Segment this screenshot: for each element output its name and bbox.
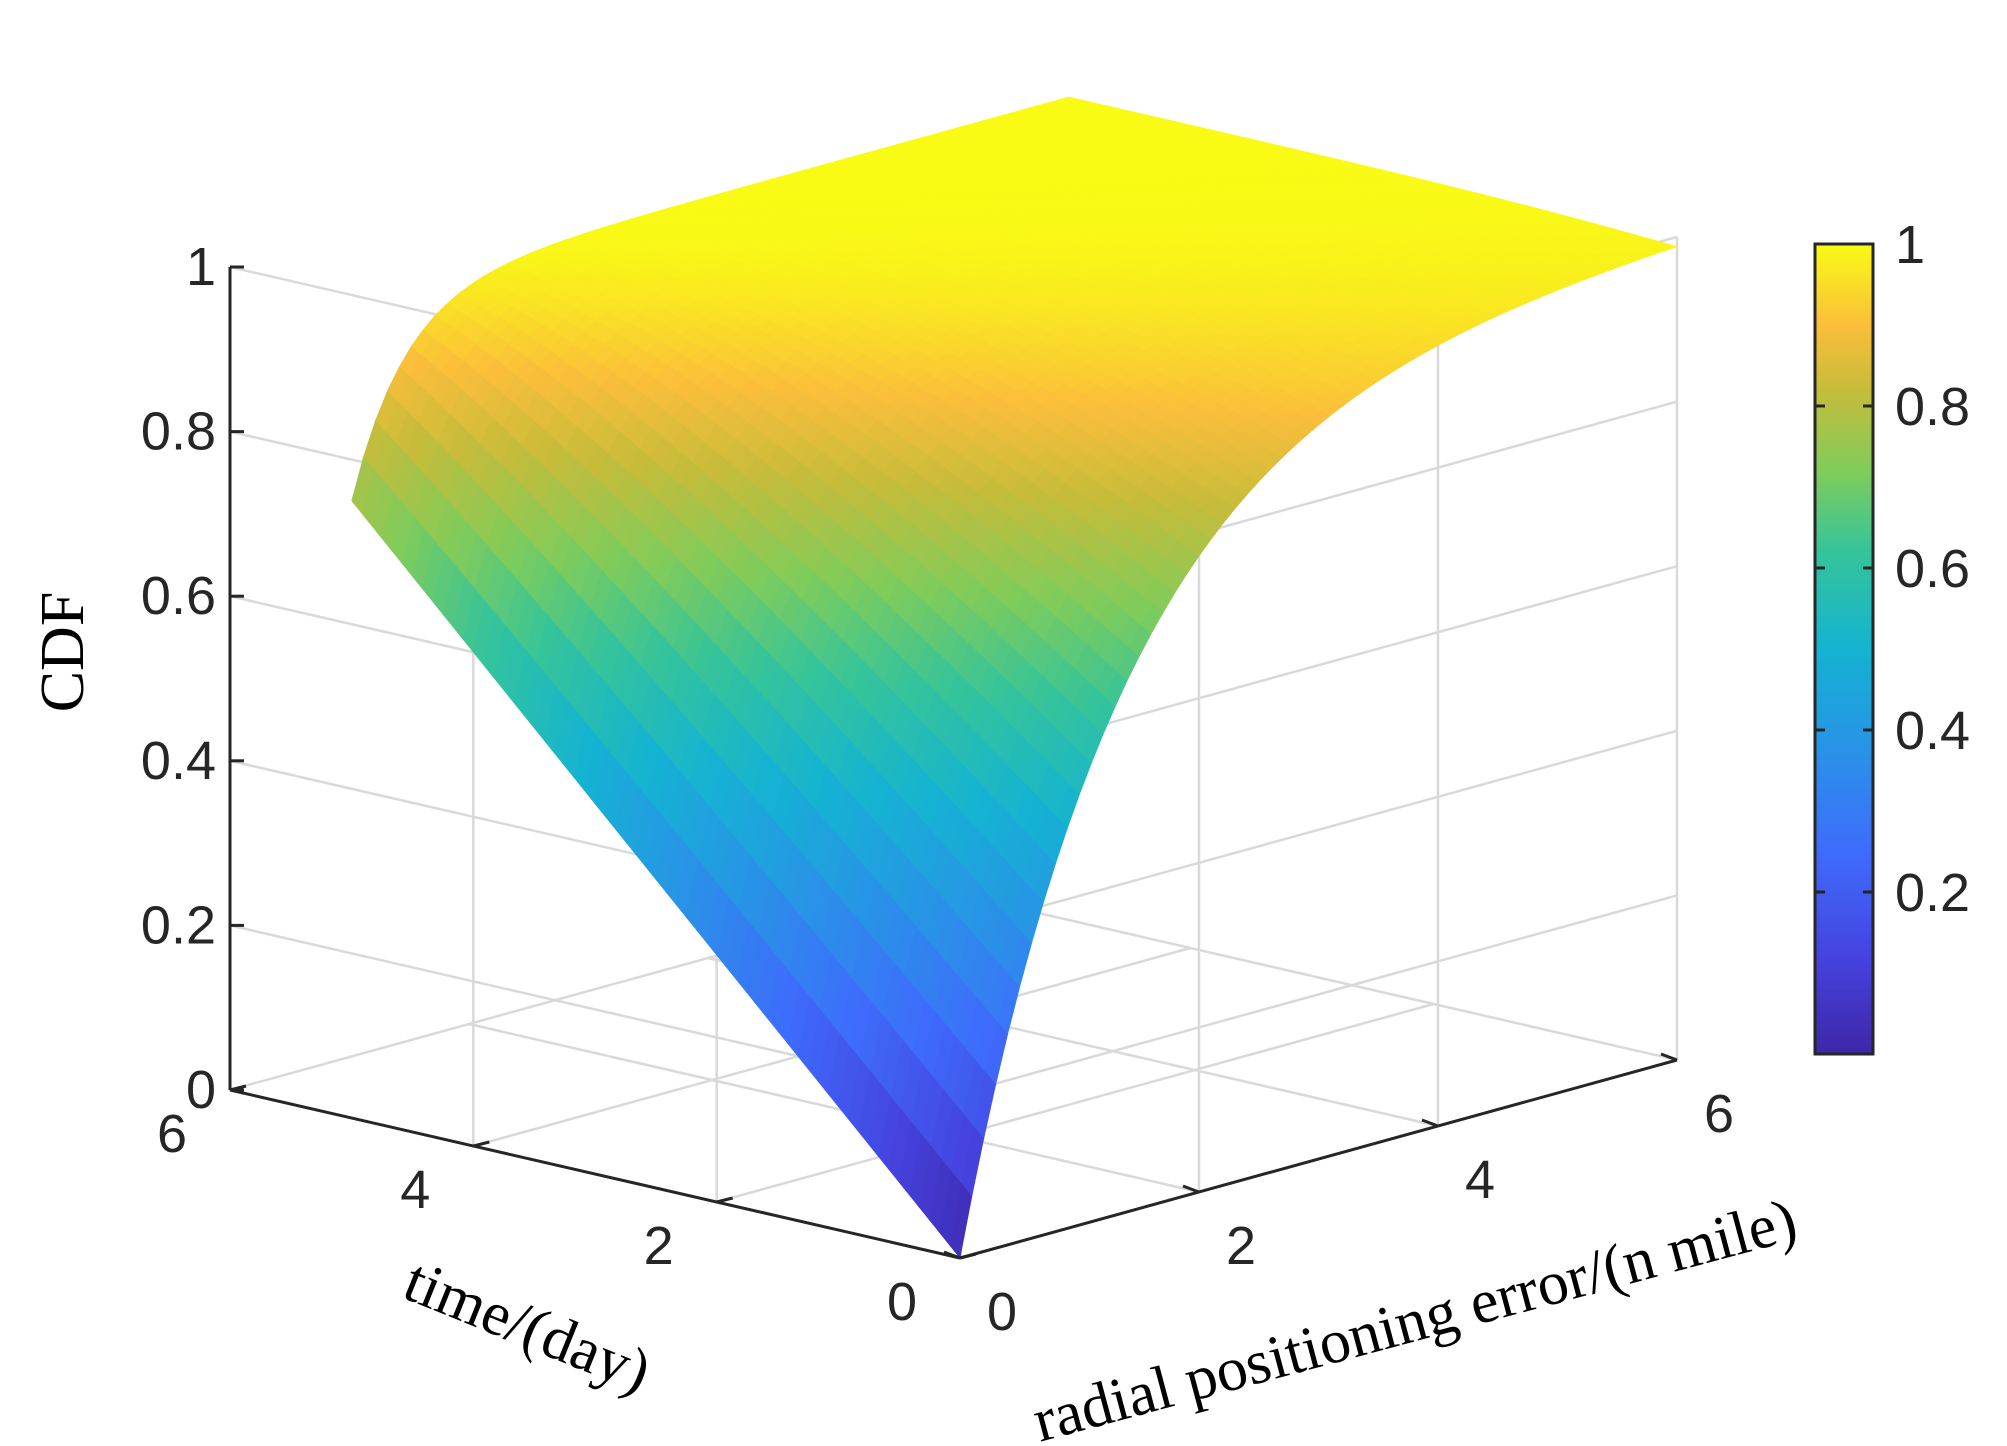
x-tick — [1421, 1118, 1439, 1128]
y-axis-line — [229, 1088, 961, 1260]
x-axis-line — [959, 1058, 1678, 1260]
z-tick-label: 0.6 — [141, 566, 216, 626]
colorbar-tick-label: 0.2 — [1895, 863, 1970, 923]
colorbar-fill — [1813, 242, 1875, 1056]
x-tick-label: 6 — [1704, 1084, 1734, 1144]
colorbar-tick-label: 0.6 — [1895, 539, 1970, 599]
colorbar-tick-label: 1 — [1895, 215, 1925, 275]
grid-line — [468, 1022, 1200, 1194]
colorbar-tick-label: 0.8 — [1895, 377, 1970, 437]
y-axis-title: time/(day) — [395, 1247, 660, 1407]
y-tick-label: 0 — [887, 1272, 917, 1332]
x-tick-label: 2 — [1226, 1216, 1256, 1276]
z-tick-label: 0 — [186, 1060, 216, 1120]
x-tick — [1660, 1052, 1678, 1062]
y-tick — [229, 1084, 247, 1092]
z-tick-label: 0.4 — [141, 731, 216, 791]
x-tick — [943, 1250, 961, 1260]
surface-patch — [1653, 243, 1679, 252]
z-tick-label: 0.8 — [141, 402, 216, 462]
colorbar: 0.2 0.4 0.6 0.8 1 — [1813, 215, 1970, 1056]
z-tick-label: 0.2 — [141, 895, 216, 955]
x-tick-label: 0 — [987, 1282, 1017, 1342]
colorbar-tick-label: 0.4 — [1895, 701, 1970, 761]
grid-line — [959, 729, 1678, 931]
y-tick-label: 4 — [400, 1160, 430, 1220]
x-axis-title: radial positioning error/(n mile) — [1026, 1186, 1804, 1446]
x-tick — [1182, 1184, 1200, 1194]
axes — [228, 265, 1678, 1260]
colorbar-ticks: 0.2 0.4 0.6 0.8 1 — [1815, 215, 1970, 923]
cdf-surface — [351, 96, 1679, 1259]
y-tick — [472, 1140, 490, 1148]
x-tick-label: 4 — [1465, 1150, 1495, 1210]
grid-line — [959, 894, 1678, 1095]
grid-line — [946, 890, 1678, 1062]
y-tick — [716, 1196, 734, 1204]
y-tick-label: 2 — [644, 1216, 674, 1276]
grid-line — [716, 1002, 1434, 1204]
z-axis-title: CDF — [29, 592, 97, 713]
y-tick — [959, 1252, 977, 1260]
y-tick-label: 6 — [157, 1104, 187, 1164]
z-tick-label: 1 — [186, 237, 216, 297]
